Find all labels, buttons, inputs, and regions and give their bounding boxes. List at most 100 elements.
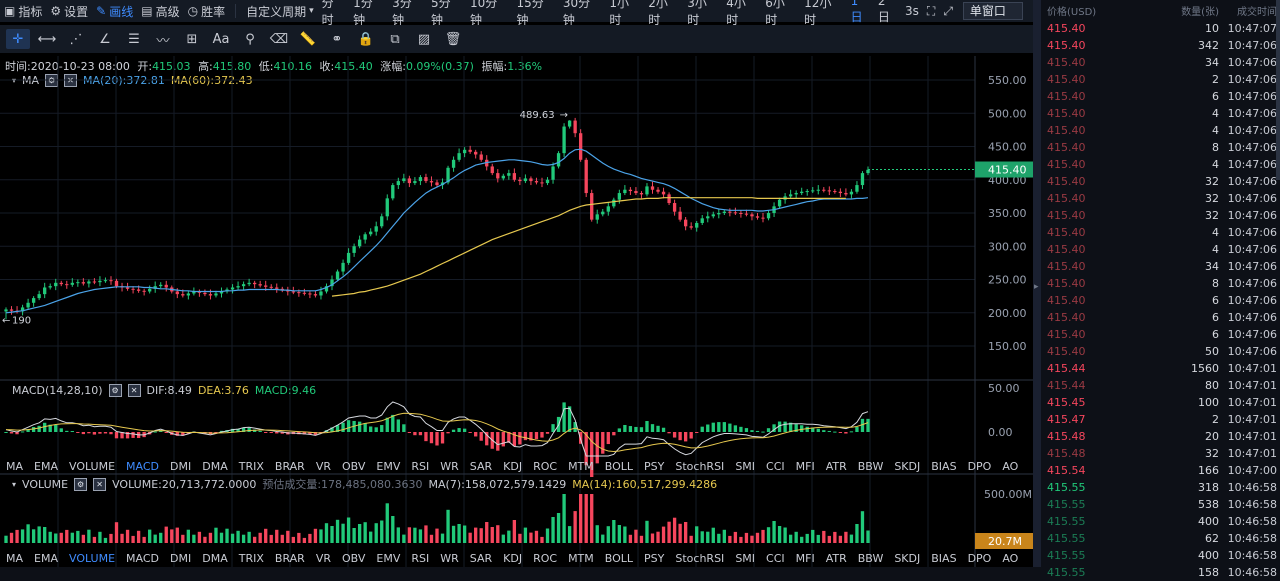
indicator-tab[interactable]: VOLUME	[68, 551, 116, 565]
indicator-tab[interactable]: ROC	[533, 551, 558, 565]
indicator-tab[interactable]: VOLUME	[68, 459, 116, 473]
indicator-tab[interactable]: WR	[440, 459, 459, 473]
indicator-tab[interactable]: ATR	[825, 459, 847, 473]
period-tab[interactable]: 4小时	[726, 0, 746, 27]
indicator-tab[interactable]: DPO	[967, 459, 992, 473]
indicator-tab[interactable]: SAR	[469, 551, 493, 565]
close-icon[interactable]: ✕	[127, 384, 141, 397]
indicator-tab[interactable]: DPO	[967, 551, 992, 565]
settings-icon[interactable]: ⚙	[108, 384, 122, 397]
indicator-tab[interactable]: RSI	[411, 459, 430, 473]
indicator-tab[interactable]: SKDJ	[894, 459, 921, 473]
custom-period-dropdown[interactable]: 自定义周期 ▾	[242, 0, 318, 22]
indicator-tab[interactable]: EMA	[34, 459, 58, 473]
winrate-button[interactable]: ◷ 胜率	[184, 0, 230, 22]
trash-tool-icon[interactable]: 🗑	[444, 31, 462, 47]
eraser-tool-icon[interactable]: ⌫	[269, 31, 289, 47]
parallel-lines-tool-icon[interactable]: ☰	[128, 31, 140, 47]
indicator-tab[interactable]: DMI	[170, 551, 192, 565]
text-tool-icon[interactable]: Aa	[212, 31, 230, 47]
ruler-tool-icon[interactable]: 📏	[299, 31, 317, 47]
indicator-tab[interactable]: PSY	[644, 459, 665, 473]
indicator-tab[interactable]: BOLL	[604, 551, 634, 565]
indicator-tab[interactable]: BBW	[857, 551, 884, 565]
trend-line-tool-icon[interactable]: ⋰	[69, 31, 83, 47]
indicator-tab[interactable]: MFI	[795, 459, 815, 473]
period-tab[interactable]: 6小时	[765, 0, 785, 27]
indicator-tab[interactable]: PSY	[644, 551, 665, 565]
indicator-tab[interactable]: DMA	[202, 551, 228, 565]
period-tab[interactable]: 1小时	[609, 0, 629, 27]
indicator-tab[interactable]: WR	[440, 551, 459, 565]
indicator-tab[interactable]: VR	[315, 551, 331, 565]
indicator-tab[interactable]: StochRSI	[675, 551, 725, 565]
chart-area[interactable]: ▣ 指标 ⚙ 设置 ✎ 画线 ▤ 高级 ◷ 胜率 自定义周期 ▾ 分时 1分钟 3分…	[0, 0, 1033, 567]
link-tool-icon[interactable]: ⚭	[331, 31, 343, 47]
chevron-down-icon[interactable]: ▾	[12, 76, 17, 85]
scrollbar[interactable]	[1276, 0, 1280, 180]
grid-tool-icon[interactable]: ⊞	[186, 31, 198, 47]
close-icon[interactable]: ✕	[64, 74, 78, 87]
magnet-tool-icon[interactable]: ⚲	[245, 31, 255, 47]
indicator-tab[interactable]: BRAR	[274, 459, 305, 473]
period-tab[interactable]: 5分钟	[431, 0, 451, 27]
panel-splitter[interactable]: ▸	[1033, 0, 1041, 567]
period-tab[interactable]: 15分钟	[516, 0, 544, 27]
indicator-tab[interactable]: EMV	[376, 459, 401, 473]
period-tab[interactable]: 1分钟	[353, 0, 373, 27]
indicator-tab[interactable]: MA	[6, 551, 24, 565]
indicator-tab[interactable]: SAR	[469, 459, 493, 473]
period-tab[interactable]: 分时	[321, 0, 334, 27]
indicator-tab[interactable]: DMA	[202, 459, 228, 473]
window-mode-dropdown[interactable]: 单窗口 ▾	[962, 2, 1023, 34]
indicator-tab[interactable]: DMI	[170, 459, 192, 473]
settings-button[interactable]: ⚙ 设置	[46, 0, 92, 22]
period-tab[interactable]: 1日	[850, 0, 863, 24]
copy-tool-icon[interactable]: ⧉	[390, 31, 400, 47]
period-tab[interactable]: 10分钟	[470, 0, 498, 27]
indicator-tab[interactable]: CCI	[766, 459, 785, 473]
expand-icon[interactable]: ⤢	[943, 3, 953, 18]
indicator-tab[interactable]: MACD	[126, 551, 160, 565]
indicator-tab[interactable]: StochRSI	[675, 459, 725, 473]
period-tab[interactable]: 2小时	[648, 0, 668, 27]
indicator-tab[interactable]: MFI	[795, 551, 815, 565]
hide-tool-icon[interactable]: ▨	[417, 31, 431, 47]
refresh-interval[interactable]: 3s	[905, 4, 919, 18]
crosshair-tool-icon[interactable]: ✛	[6, 29, 30, 49]
indicator-tab[interactable]: SMI	[735, 551, 756, 565]
fullscreen-icon[interactable]: ⛶	[926, 3, 936, 18]
lock-tool-icon[interactable]: 🔒	[357, 31, 375, 47]
chevron-down-icon[interactable]: ▾	[12, 479, 17, 489]
period-tab[interactable]: 3小时	[687, 0, 707, 27]
collapse-icon[interactable]: ▸	[1034, 282, 1039, 292]
indicator-tab[interactable]: AO	[1002, 459, 1019, 473]
indicator-tab[interactable]: MACD	[126, 459, 160, 473]
period-tab[interactable]: 12小时	[804, 0, 832, 27]
indicator-tab[interactable]: OBV	[342, 459, 366, 473]
horizontal-line-tool-icon[interactable]: ⟷	[37, 31, 57, 47]
draw-button[interactable]: ✎ 画线	[92, 0, 137, 22]
indicator-tab[interactable]: EMA	[34, 551, 58, 565]
indicator-tab[interactable]: VR	[315, 459, 331, 473]
trade-history-list[interactable]: 415.40 10 10:47:07 415.40 342 10:47:06 415.40 3…	[1041, 20, 1280, 581]
indicator-tab[interactable]: BIAS	[931, 459, 957, 473]
indicators-button[interactable]: ▣ 指标	[0, 0, 46, 22]
indicator-tab[interactable]: TRIX	[238, 459, 264, 473]
indicator-tab[interactable]: EMV	[376, 551, 401, 565]
indicator-tab[interactable]: BRAR	[274, 551, 305, 565]
period-tab[interactable]: 30分钟	[562, 0, 591, 27]
indicator-tab[interactable]: SKDJ	[894, 551, 921, 565]
indicator-tab[interactable]: MTM	[568, 551, 594, 565]
period-tab[interactable]: 2日	[877, 0, 890, 24]
indicator-tab[interactable]: BIAS	[931, 551, 957, 565]
wave-tool-icon[interactable]: 〰	[156, 33, 170, 49]
indicator-tab[interactable]: MTM	[568, 459, 594, 473]
indicator-tab[interactable]: SMI	[735, 459, 756, 473]
close-icon[interactable]: ✕	[93, 477, 107, 491]
angle-tool-icon[interactable]: ∠	[99, 31, 111, 47]
indicator-tab[interactable]: AO	[1002, 551, 1019, 565]
indicator-tab[interactable]: BBW	[857, 459, 884, 473]
indicator-tab[interactable]: RSI	[411, 551, 430, 565]
indicator-tab[interactable]: TRIX	[238, 551, 264, 565]
